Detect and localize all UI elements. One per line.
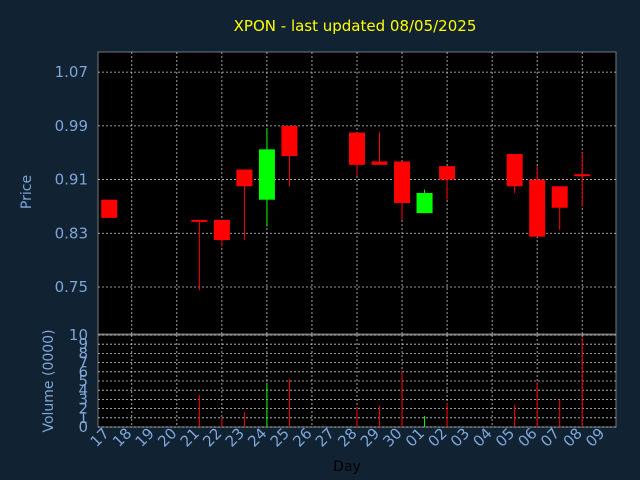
candle-body [394,161,411,204]
price-tick-label: 0.99 [55,117,88,135]
candle-body [529,179,546,237]
chart-title: XPON - last updated 08/05/2025 [234,17,477,35]
candle-body [551,186,568,208]
volume-tick-label: 10 [69,326,88,344]
price-tick-label: 0.75 [55,278,88,296]
candle-body [506,154,523,187]
volume-tick-label: 9 [78,335,88,353]
candle-body [101,199,118,218]
candle-body [371,161,388,165]
volume-tick-label: 7 [78,354,88,372]
volume-tick-label: 2 [78,400,88,418]
x-tick-labels: 1718192021222324252627282930010203040506… [87,424,609,450]
volume-tick-label: 8 [78,344,88,362]
x-tick-label: 09 [582,424,608,450]
price-tick-label: 0.83 [55,224,88,242]
volume-tick-label: 1 [78,409,88,427]
candle-body [281,125,298,157]
volume-bars [198,337,583,427]
candle-body [191,219,208,222]
candle-body [349,132,365,165]
candles [101,125,591,291]
volume-tick-label: 6 [78,363,88,381]
price-axis-label: Price [19,175,35,209]
candle-body [439,166,456,180]
candle-body [236,169,253,187]
candle-body [574,174,591,177]
price-tick-label: 1.07 [55,63,88,81]
price-tick-label: 0.91 [55,171,88,189]
volume-tick-label: 3 [78,390,88,408]
candle-body [213,219,230,240]
candle-body [416,193,433,214]
volume-tick-label: 4 [78,381,88,399]
price-tick-labels: 1.07 0.99 0.91 0.83 0.75 [55,63,88,296]
x-axis-label: Day [333,459,361,475]
volume-tick-label: 5 [78,372,88,390]
candle-body [258,149,275,200]
volume-tick-label: 0 [78,418,88,436]
volume-axis-label: Volume (0000) [41,329,57,432]
